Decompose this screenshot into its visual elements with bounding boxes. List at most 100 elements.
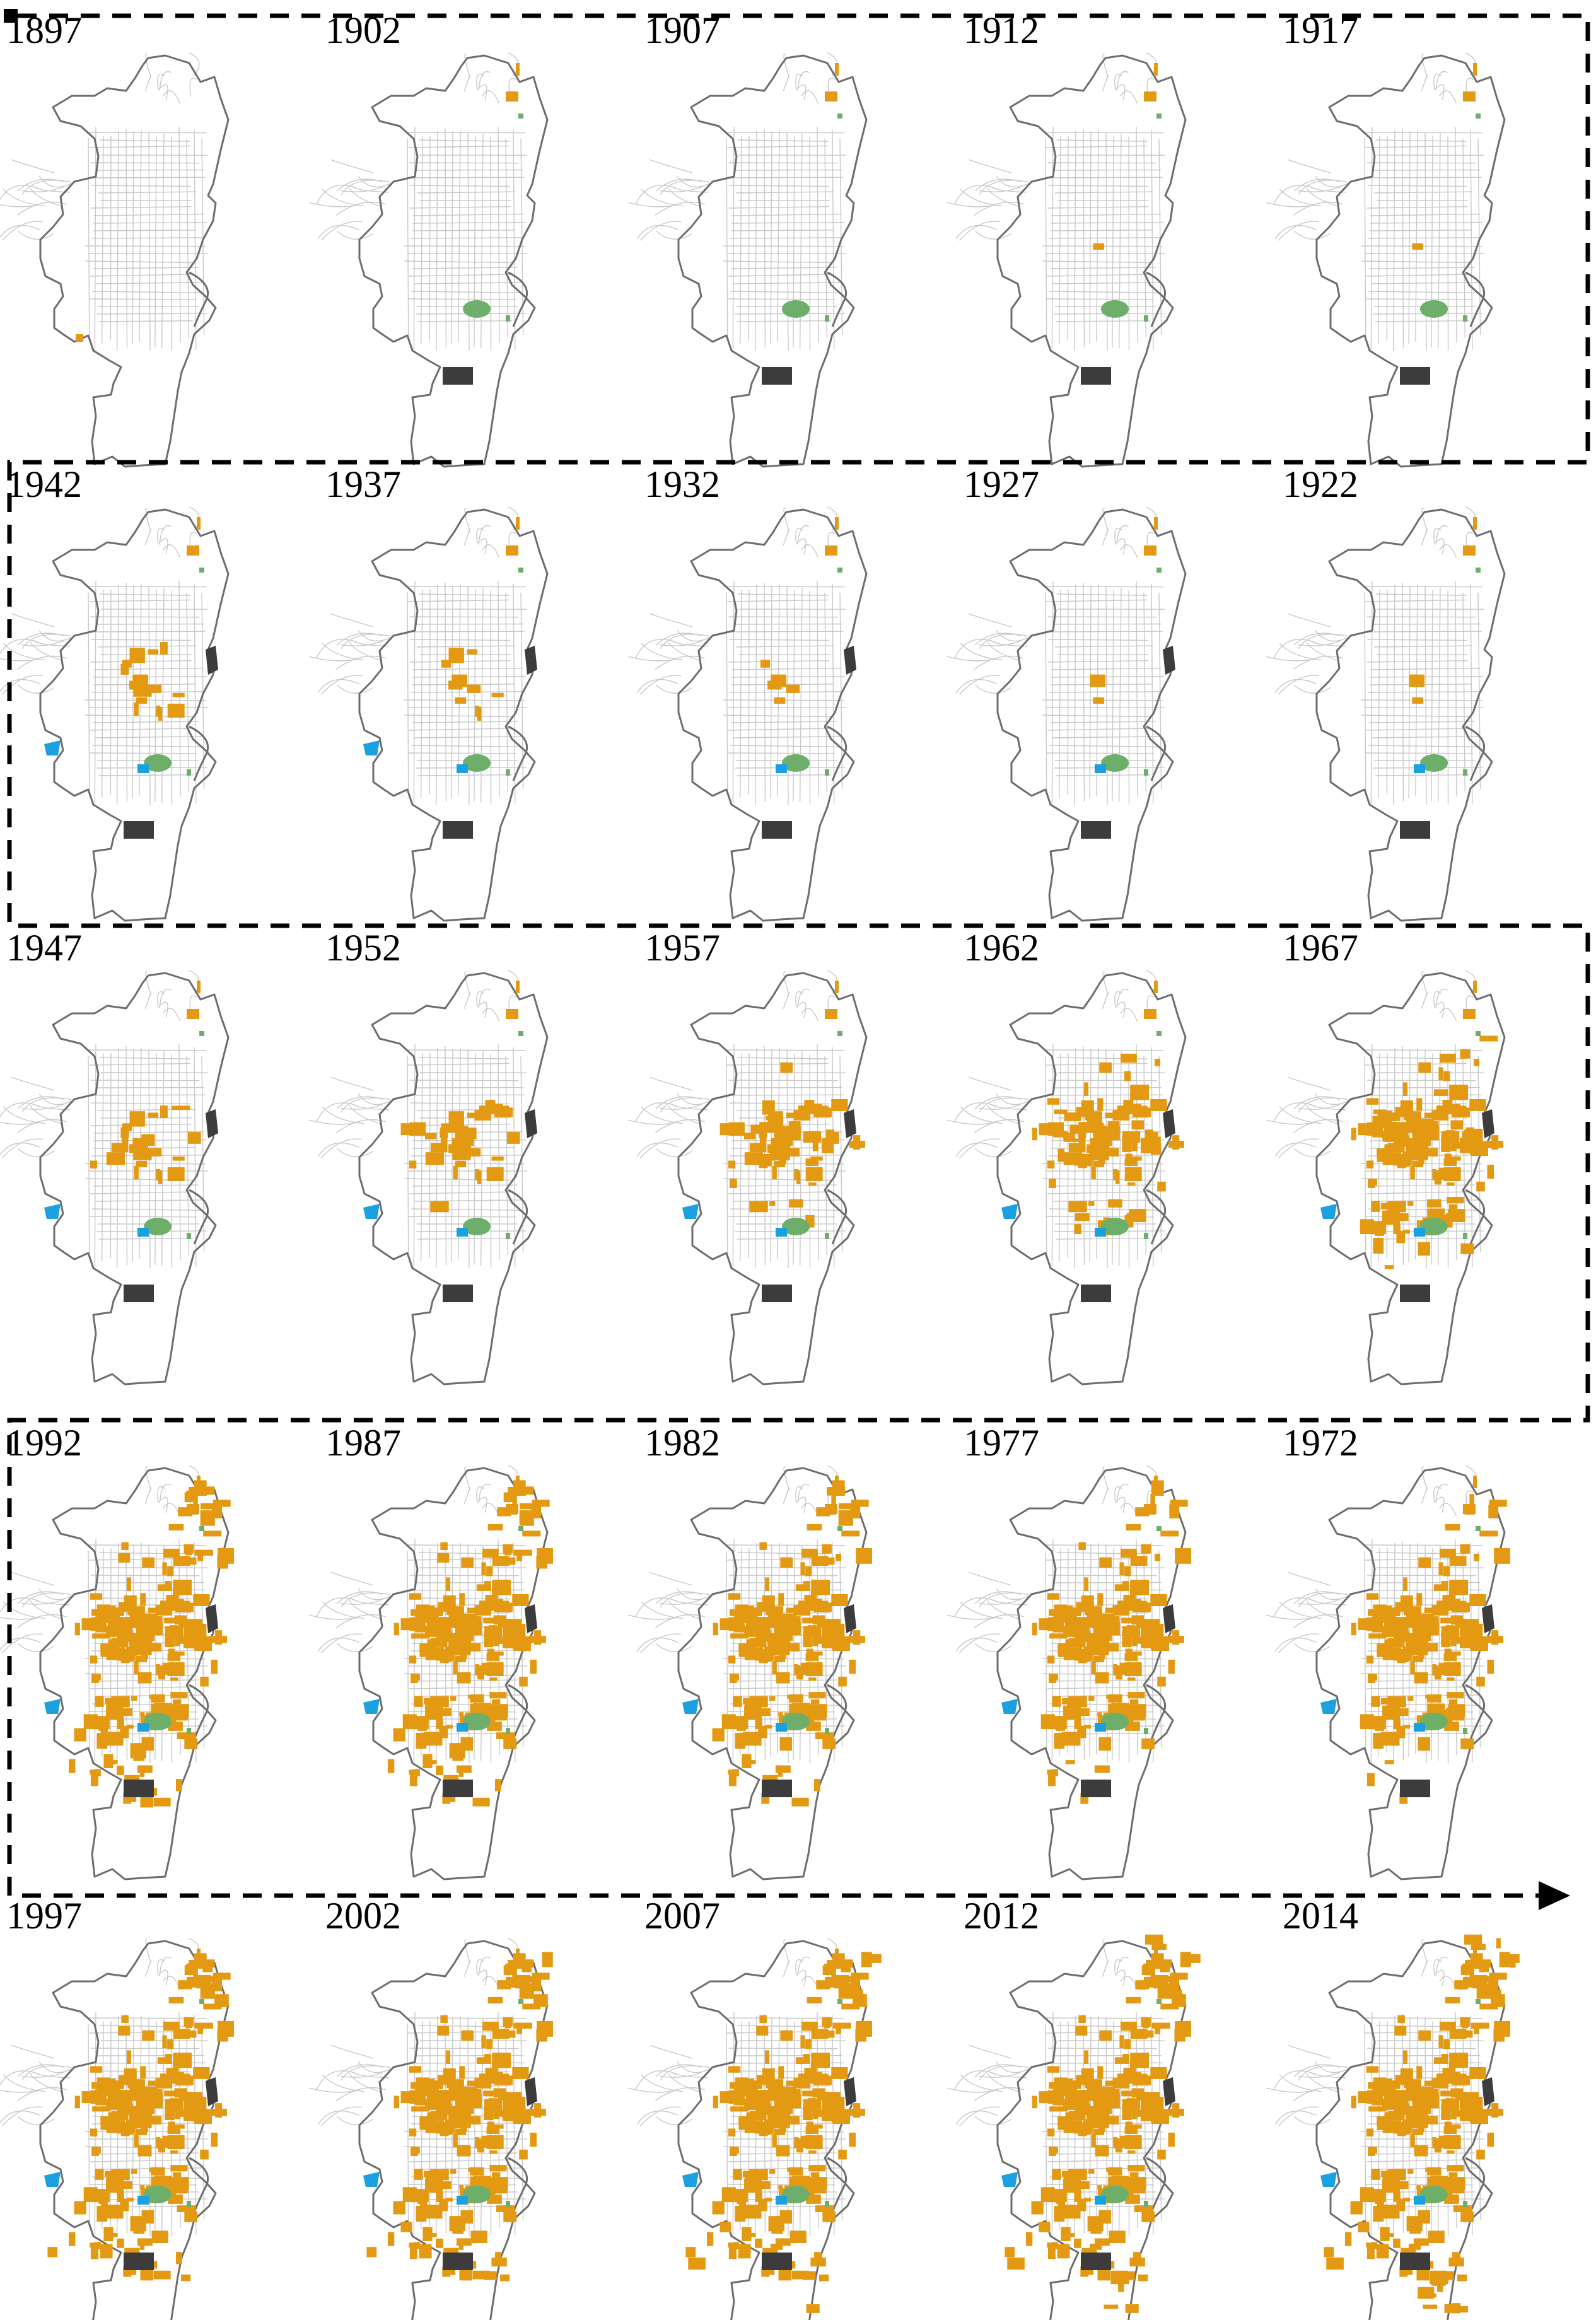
residential-block: [172, 692, 185, 697]
residential-block: [796, 1665, 801, 1679]
residential-block: [851, 1973, 869, 1980]
residential-block: [1397, 2015, 1405, 2024]
map-panel-2014: 2014: [1266, 1895, 1520, 2320]
map-panels: 1897 1902 1907 1912 191719221927193219371942…: [0, 9, 1520, 2320]
park-area: [782, 754, 810, 772]
residential-block: [1487, 1990, 1501, 1995]
residential-block: [1091, 2133, 1096, 2148]
residential-block: [1384, 1760, 1394, 1764]
residential-block: [825, 1977, 837, 1987]
water-feature: [1320, 1204, 1337, 1219]
residential-block: [1418, 1242, 1430, 1256]
residential-block: [1155, 1553, 1161, 1561]
residential-block: [1122, 1131, 1141, 1143]
residential-block: [1090, 674, 1105, 687]
park-area: [506, 1233, 510, 1239]
residential-block: [1085, 1116, 1097, 1121]
city-map: [947, 1465, 1191, 1880]
residential-block: [792, 1703, 810, 1711]
residential-block: [800, 2035, 805, 2049]
residential-block: [1469, 1142, 1481, 1155]
residential-block: [168, 2195, 183, 2204]
residential-block: [1465, 1622, 1474, 1628]
residential-block: [439, 2198, 448, 2212]
residential-block: [1084, 1725, 1091, 1729]
residential-block: [440, 1657, 449, 1664]
residential-block: [459, 2066, 465, 2079]
residential-block: [1121, 2271, 1135, 2280]
residential-block: [1150, 1637, 1162, 1650]
river-line: [189, 1189, 209, 1245]
residential-block: [801, 2021, 818, 2031]
park-areas: [1101, 568, 1162, 776]
residential-block: [1078, 2015, 1086, 2024]
river-line: [1465, 271, 1486, 327]
residential-block: [1366, 1593, 1379, 1600]
industrial-block: [443, 1780, 473, 1797]
water-feature: [137, 1723, 149, 1732]
residential-block: [758, 2198, 767, 2212]
residential-block: [1047, 1160, 1055, 1169]
residential-block: [425, 1152, 445, 1165]
residential-block: [815, 2205, 834, 2212]
residential-block: [789, 2261, 796, 2269]
residential-block: [805, 1653, 819, 1661]
residential-block: [1360, 1714, 1374, 1729]
residential-block: [827, 2095, 836, 2101]
residential-block: [467, 2080, 478, 2086]
residential-block: [96, 2084, 102, 2099]
residential-block: [411, 1633, 429, 1639]
residential-block: [1047, 1593, 1060, 1600]
residential-block: [516, 1949, 520, 1961]
residential-block: [1077, 1725, 1086, 1739]
residential-block: [1366, 2066, 1379, 2073]
residential-block: [1126, 1996, 1141, 2003]
residential-block: [409, 1655, 417, 1664]
park-area: [187, 1233, 191, 1239]
residential-block: [1441, 2099, 1460, 2111]
residential-block: [807, 2075, 815, 2084]
residential-block: [735, 1733, 746, 1749]
residential-block: [1445, 1996, 1460, 2003]
residential-block: [185, 2021, 192, 2029]
residential-block: [485, 1595, 496, 1602]
industrial-block: [1163, 2077, 1175, 2106]
residential-block: [1097, 1593, 1104, 1606]
city-map: [309, 52, 549, 468]
residential-block: [734, 2084, 740, 2099]
park-area: [144, 1218, 172, 1235]
residential-block: [1416, 1098, 1423, 1111]
residential-block: [1433, 1089, 1448, 1096]
residential-block: [1078, 2106, 1086, 2121]
residential-block: [1063, 2106, 1081, 2110]
residential-block: [172, 2172, 182, 2177]
river-line: [189, 271, 209, 327]
residential-block: [187, 1977, 199, 1987]
industrial-block: [124, 2253, 154, 2270]
residential-block: [522, 1530, 541, 1537]
residential-block: [1137, 2030, 1154, 2038]
street-network: [0, 970, 208, 1269]
residential-block: [1141, 1544, 1151, 1554]
water-feature: [137, 764, 149, 773]
residential-block: [1124, 1662, 1142, 1677]
river-line: [189, 1684, 209, 1740]
park-area: [187, 1728, 191, 1734]
residential-block: [803, 1581, 810, 1590]
residential-block: [734, 2099, 749, 2106]
residential-block: [1138, 2274, 1148, 2282]
residential-block: [486, 1167, 504, 1182]
residential-block: [824, 2021, 830, 2029]
residential-block: [169, 1602, 177, 1611]
residential-block: [1358, 1618, 1370, 1631]
residential-block: [166, 1595, 177, 1602]
residential-block: [1443, 1662, 1461, 1677]
residential-block: [1443, 2039, 1450, 2049]
residential-block: [1114, 1584, 1129, 1591]
water-feature: [776, 1228, 787, 1237]
residential-block: [473, 1703, 491, 1711]
residential-block: [1443, 1566, 1450, 1577]
residential-block: [721, 1714, 736, 1729]
residential-block: [794, 1664, 798, 1676]
residential-block: [1100, 1613, 1115, 1621]
